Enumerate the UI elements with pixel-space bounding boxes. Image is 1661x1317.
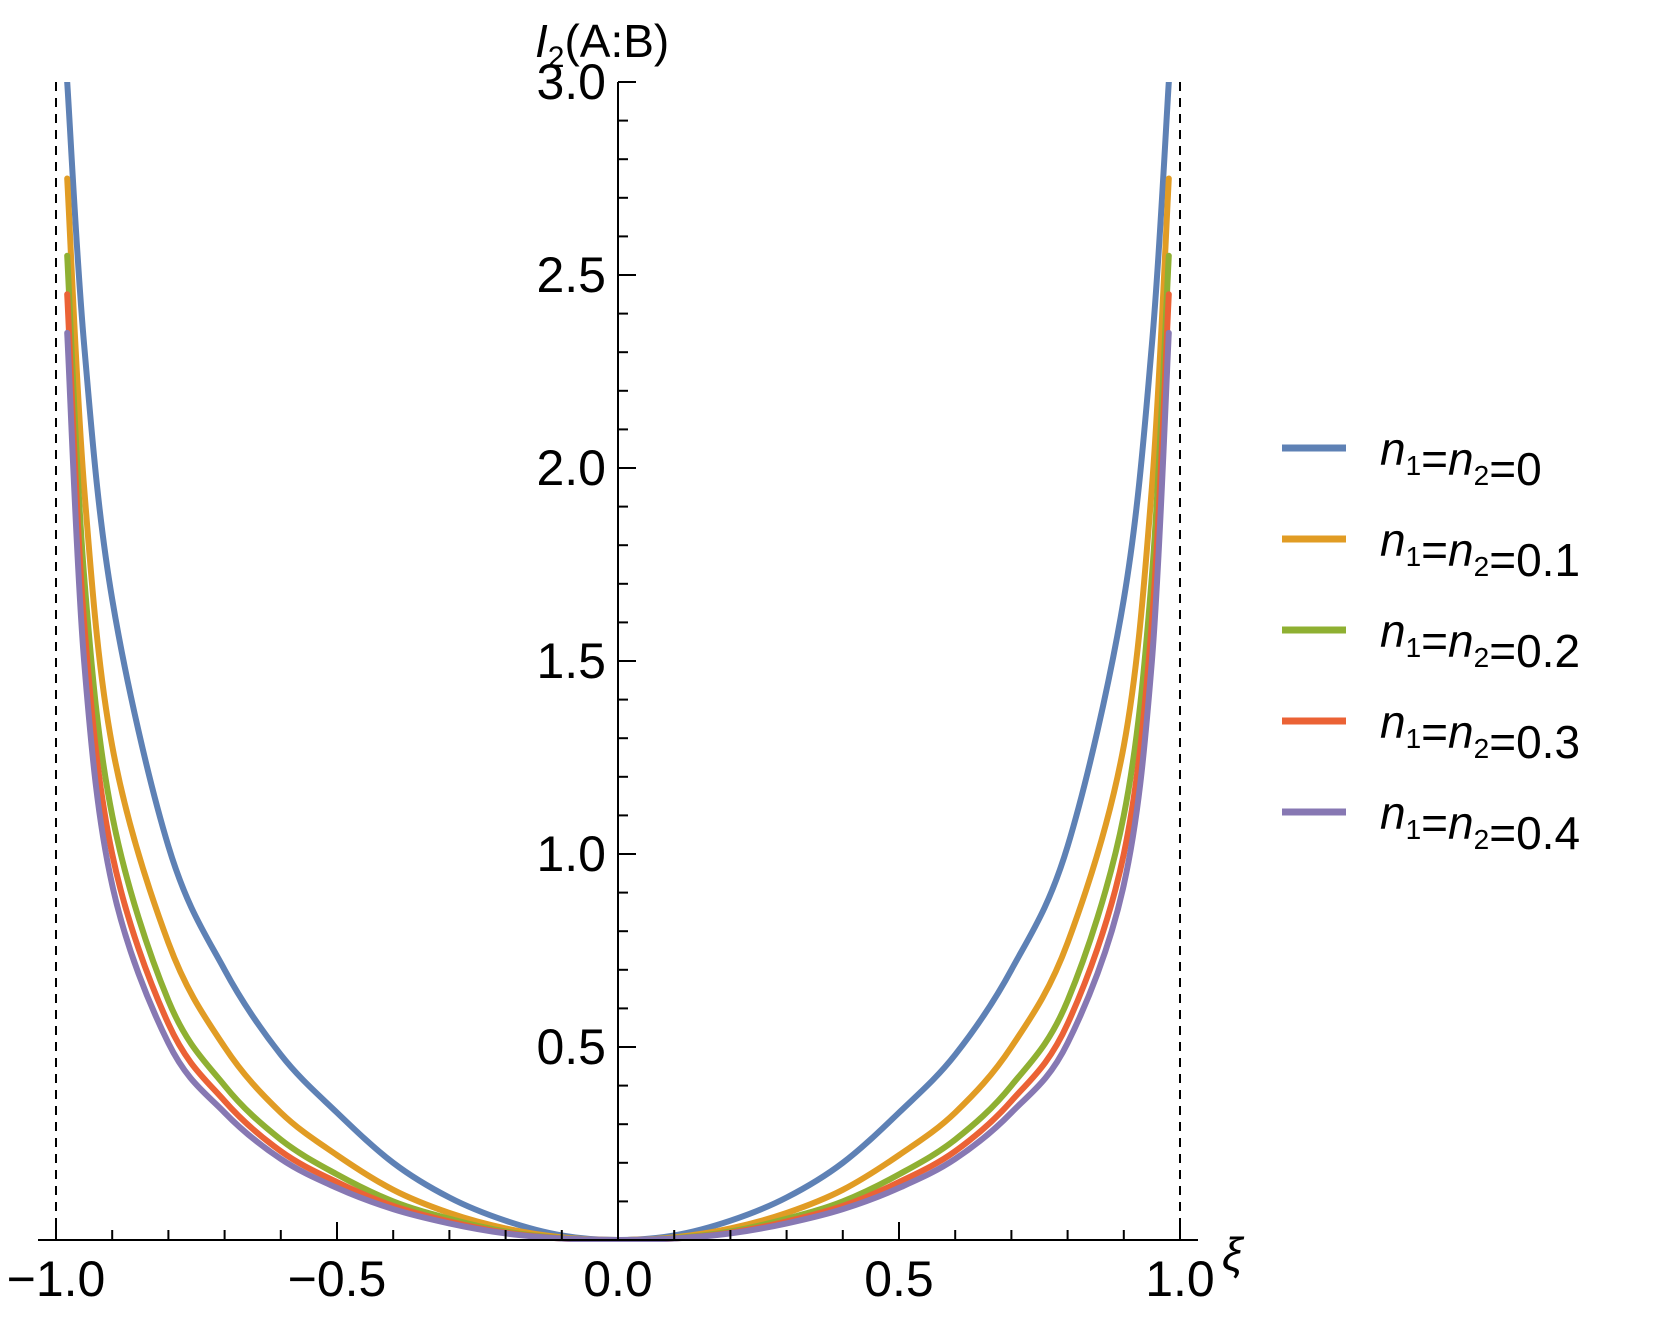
legend: n1=n2=0 n1=n2=0.1 n1=n2=0.2 n1=n2=0.3 n1=n2=… [1282,423,1580,859]
asymptote-lines [55,82,1181,1240]
axis-ticks [55,81,1181,1240]
y-tick-label: 3.0 [536,54,606,110]
x-tick-label: −1.0 [7,1251,106,1307]
y-tick-label: 2.5 [536,247,606,303]
legend-label-4: n1=n2=0.4 [1380,787,1580,859]
legend-label-0: n1=n2=0 [1380,423,1542,495]
x-axis-label: ξ [1222,1228,1245,1280]
legend-label-1: n1=n2=0.1 [1380,514,1580,586]
tick-labels: −1.0 −0.5 0.0 0.5 1.0 0.5 1.0 1.5 2.0 2.5 3.0 [7,54,1215,1307]
y-axis-label: I2(A:B) [535,15,669,74]
x-tick-label: 0.5 [864,1251,934,1307]
x-tick-label: 1.0 [1145,1251,1215,1307]
x-tick-label: 0.0 [583,1251,653,1307]
legend-label-2: n1=n2=0.2 [1380,605,1580,677]
x-tick-label: −0.5 [288,1251,387,1307]
legend-label-3: n1=n2=0.3 [1380,696,1580,768]
y-tick-label: 0.5 [536,1019,606,1075]
y-tick-label: 1.5 [536,633,606,689]
y-tick-label: 1.0 [536,826,606,882]
y-tick-label: 2.0 [536,440,606,496]
